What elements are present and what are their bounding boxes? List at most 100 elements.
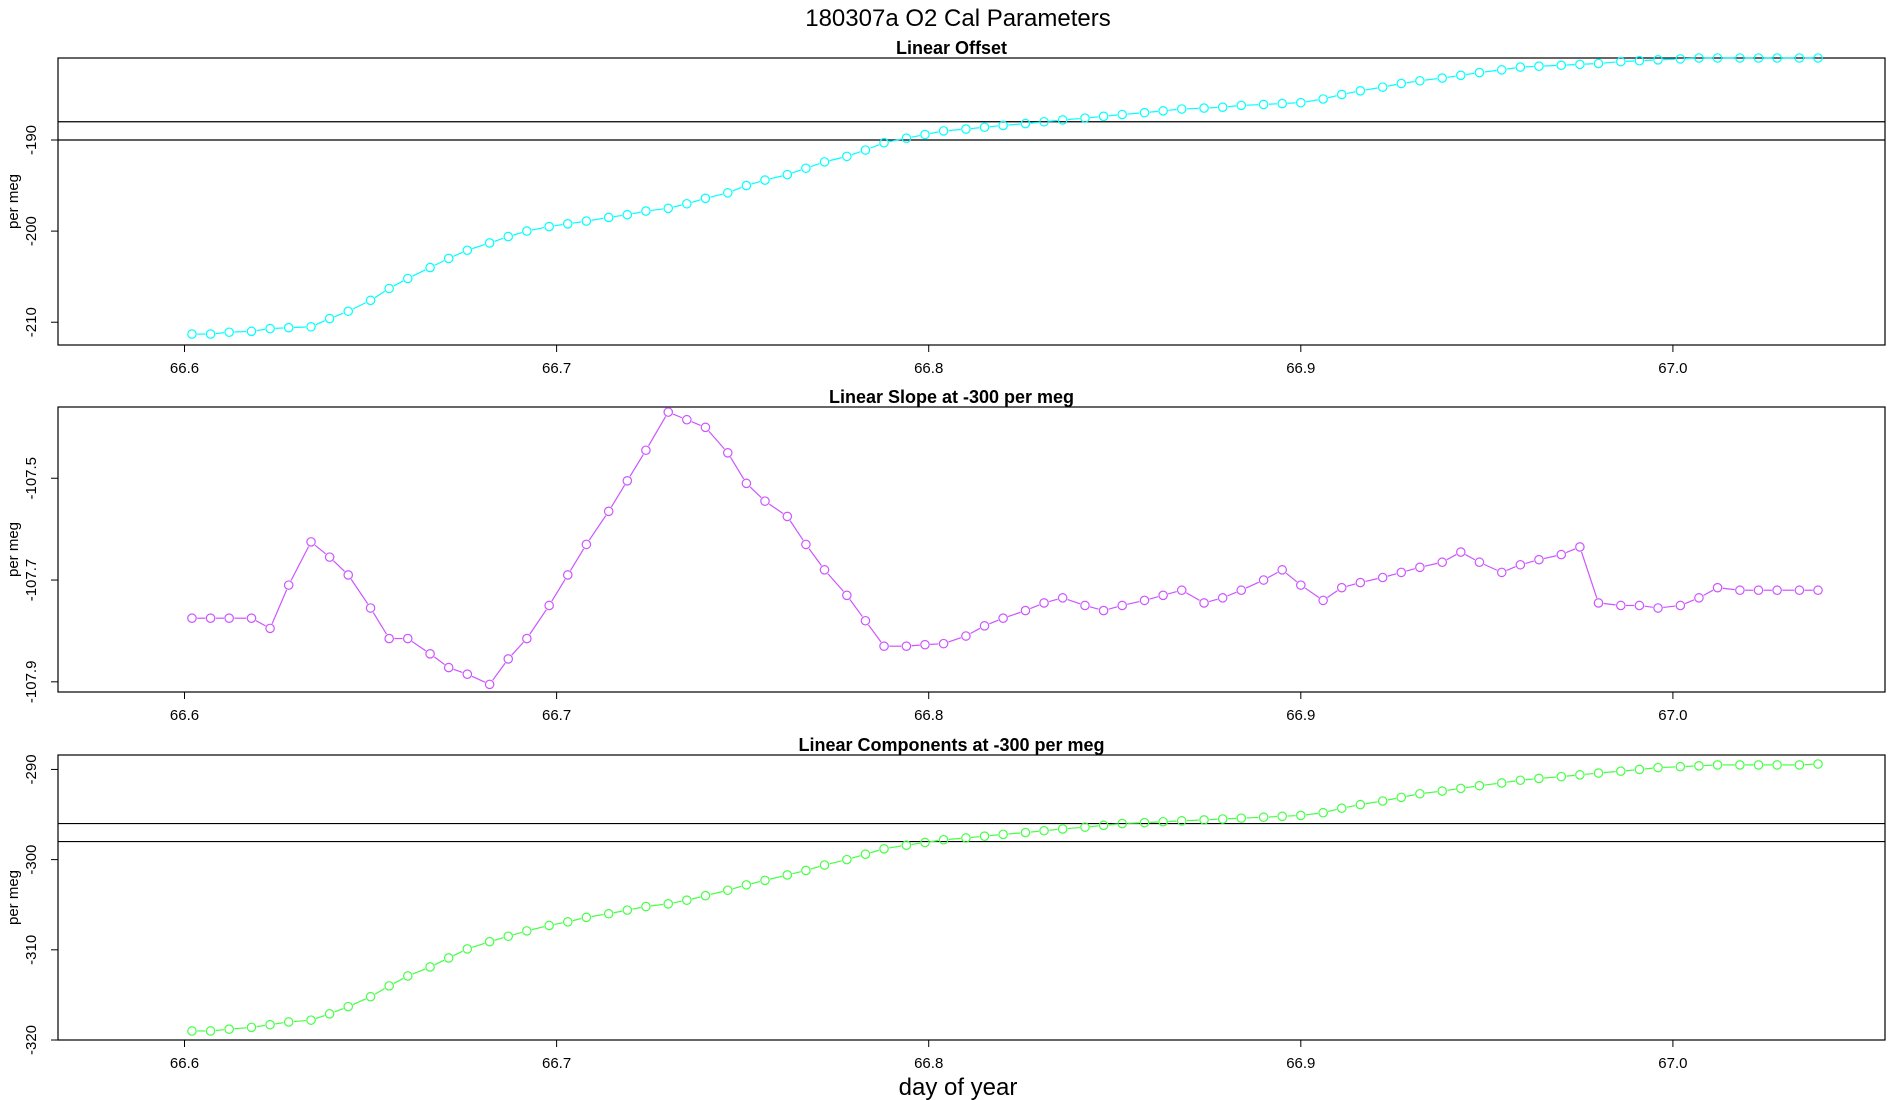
data-point xyxy=(1258,575,1269,585)
data-point xyxy=(1415,75,1425,86)
data-point xyxy=(1057,593,1068,603)
data-point xyxy=(1456,783,1466,794)
data-point xyxy=(246,613,257,624)
data-point xyxy=(1139,107,1150,118)
data-point xyxy=(938,126,949,136)
series-segment xyxy=(591,217,604,221)
series-segment xyxy=(1465,785,1475,789)
series-segment xyxy=(434,959,445,966)
data-point xyxy=(979,122,990,133)
data-point xyxy=(901,840,912,850)
series-segment xyxy=(929,131,939,135)
y-tick-label: -310 xyxy=(23,935,40,965)
series-segment xyxy=(551,579,566,602)
data-point xyxy=(1437,73,1448,83)
data-point xyxy=(961,124,971,134)
series-segment xyxy=(648,416,667,447)
data-point xyxy=(324,552,335,562)
x-tick-label: 66.6 xyxy=(170,707,199,724)
data-point xyxy=(343,1001,354,1012)
data-point xyxy=(1277,811,1288,822)
data-point xyxy=(842,854,852,865)
series-segment xyxy=(1565,548,1576,554)
data-point xyxy=(1534,61,1544,71)
series-segment xyxy=(569,548,585,571)
series-1 xyxy=(187,53,1823,339)
series-segment xyxy=(691,421,701,426)
data-point xyxy=(246,326,257,337)
series-segment xyxy=(672,413,683,419)
data-point xyxy=(1694,761,1704,771)
series-segment xyxy=(930,839,939,843)
data-point xyxy=(1813,759,1823,769)
series-segment xyxy=(453,950,463,957)
data-point xyxy=(760,875,770,886)
data-point xyxy=(1277,98,1288,109)
series-segment xyxy=(293,1019,306,1023)
data-point xyxy=(622,905,633,915)
data-point xyxy=(1794,53,1805,63)
series-segment xyxy=(691,896,701,900)
data-point xyxy=(462,669,473,679)
data-point xyxy=(265,623,275,634)
series-segment xyxy=(1483,563,1498,571)
data-point xyxy=(1080,600,1090,611)
data-point xyxy=(1575,59,1585,70)
data-point xyxy=(425,262,435,273)
data-point xyxy=(722,885,733,896)
data-point xyxy=(503,231,514,242)
series-segment xyxy=(433,656,445,665)
series-segment xyxy=(1167,591,1177,595)
x-tick-label: 66.9 xyxy=(1286,707,1315,724)
data-point xyxy=(1355,799,1366,810)
data-point xyxy=(224,1024,234,1034)
data-point xyxy=(1456,70,1466,81)
figure-xlabel: day of year xyxy=(899,1074,1018,1100)
data-point xyxy=(1258,812,1269,823)
series-segment xyxy=(610,484,626,508)
data-point xyxy=(819,157,830,167)
data-point xyxy=(1318,94,1328,104)
series-segment xyxy=(1185,592,1200,601)
series-segment xyxy=(911,842,920,846)
data-point xyxy=(801,539,811,550)
series-segment xyxy=(1048,598,1058,603)
data-point xyxy=(1098,111,1109,122)
series-segment xyxy=(749,486,762,498)
x-tick-label: 66.9 xyxy=(1286,360,1315,377)
series-segment xyxy=(1305,99,1319,103)
data-point xyxy=(641,206,651,216)
data-point xyxy=(462,245,473,256)
data-point xyxy=(1236,813,1247,823)
series-segment xyxy=(849,599,863,617)
series-segment xyxy=(572,917,582,922)
data-point xyxy=(1057,824,1068,834)
data-point xyxy=(1772,53,1782,63)
series-segment xyxy=(1149,110,1159,113)
series-segment xyxy=(1387,797,1397,801)
x-tick-label: 66.7 xyxy=(542,360,571,377)
y-tick-label: -210 xyxy=(23,307,40,337)
data-point xyxy=(1355,86,1366,96)
data-point xyxy=(1039,598,1049,608)
series-segment xyxy=(1267,571,1278,579)
data-point xyxy=(1653,55,1663,65)
data-point xyxy=(1496,65,1507,75)
series-segment xyxy=(374,987,385,995)
data-point xyxy=(187,329,197,339)
data-point xyxy=(265,1019,275,1030)
series-segment xyxy=(1603,771,1616,774)
series-segment xyxy=(513,931,523,936)
data-point xyxy=(961,833,971,843)
data-point xyxy=(860,849,871,860)
data-point xyxy=(462,944,473,954)
series-segment xyxy=(1625,769,1635,772)
data-point xyxy=(1217,102,1228,112)
data-point xyxy=(782,511,793,522)
series-segment xyxy=(1703,589,1714,596)
series-segment xyxy=(1365,578,1378,583)
panel-title: Linear Offset xyxy=(896,38,1007,58)
series-segment xyxy=(1544,776,1557,779)
series-segment xyxy=(275,1022,284,1025)
